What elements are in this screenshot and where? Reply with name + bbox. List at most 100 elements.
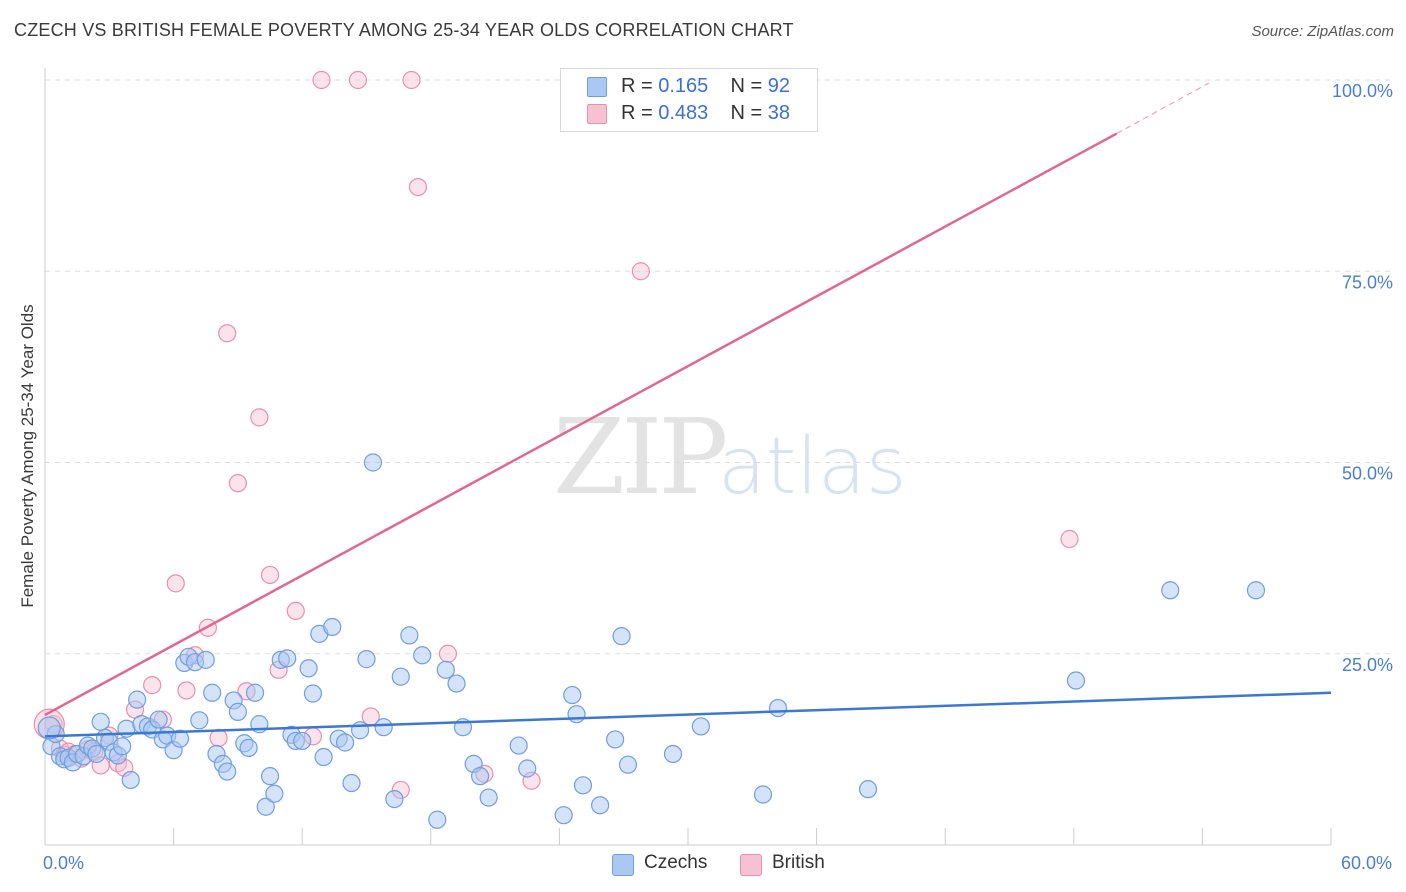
czech-point	[113, 737, 132, 756]
czech-point	[509, 736, 528, 755]
czech-point	[363, 453, 383, 472]
czech-point	[768, 698, 788, 718]
czech-point	[299, 659, 318, 678]
czech-point	[518, 759, 537, 778]
czech-point	[260, 767, 280, 786]
czech-point	[203, 683, 222, 702]
british-point	[209, 728, 228, 748]
legend-r-label: R =	[621, 75, 653, 97]
czech-point	[335, 733, 355, 752]
czech-point	[228, 702, 247, 721]
legend-czech-text: R = 0.165 N = 92	[621, 75, 790, 98]
czech-point	[413, 646, 432, 665]
czech-point	[218, 762, 237, 781]
czech-point	[245, 683, 265, 702]
czech-point	[170, 729, 190, 748]
source-label: Source: ZipAtlas.com	[1251, 23, 1394, 40]
czech-point	[323, 617, 342, 637]
czech-point	[190, 711, 209, 730]
british-point	[166, 574, 185, 593]
british-point	[143, 676, 162, 695]
legend-r-value-british: 0.483	[658, 102, 709, 124]
watermark-atlas: atlas	[718, 422, 907, 512]
czech-point	[256, 797, 275, 816]
british-legend-label: British	[772, 852, 825, 873]
czech-point	[391, 667, 410, 686]
czech-point	[567, 705, 586, 724]
czech-points	[37, 453, 1266, 829]
watermark-zip: ZIP	[553, 396, 728, 518]
y-tick-label: 25.0%	[1342, 655, 1393, 675]
czech-point	[342, 773, 361, 793]
british-point	[438, 644, 458, 663]
czech-point	[196, 650, 215, 669]
czech-point	[691, 717, 710, 736]
czech-point	[265, 784, 284, 803]
legend-r-value-czechs: 0.165	[658, 75, 709, 97]
y-tick-label: 100.0%	[1332, 81, 1393, 101]
czech-point	[239, 738, 258, 757]
correlation-legend: R = 0.165 N = 92 R = 0.483 N = 38	[560, 68, 818, 132]
czech-point	[618, 755, 638, 774]
trend-lines	[44, 82, 1332, 738]
czech-point	[858, 780, 878, 799]
czech-point	[278, 649, 297, 668]
czech-point	[606, 730, 625, 749]
czech-point	[612, 627, 631, 646]
czech-point	[87, 744, 106, 764]
legend-n-label: N =	[730, 102, 763, 124]
british-point	[228, 474, 247, 493]
czech-legend-label: Czechs	[644, 852, 708, 873]
czech-point	[573, 776, 593, 795]
british-point	[1060, 529, 1079, 549]
czech-point	[314, 747, 333, 767]
tick-labels: 25.0% 50.0% 75.0% 100.0% 0.0% 60.0%	[43, 81, 1393, 873]
british-point	[177, 681, 196, 700]
czech-point	[554, 806, 573, 825]
czech-point	[91, 712, 110, 731]
czech-point	[591, 796, 610, 815]
czech-point	[303, 684, 323, 703]
czech-point	[428, 810, 447, 829]
czech-point	[121, 770, 140, 790]
czech-point	[1161, 581, 1180, 600]
czech-point	[470, 767, 490, 786]
czech-point-large	[37, 716, 61, 740]
british-point	[402, 70, 421, 90]
grid-lines	[45, 79, 1392, 655]
czech-point	[374, 718, 393, 737]
x-tick-label-min: 0.0%	[43, 853, 84, 873]
legend-r-label: R =	[621, 102, 653, 124]
british-point	[312, 70, 331, 90]
legend-n-value-british: 38	[767, 102, 791, 124]
czech-swatch	[587, 77, 607, 97]
british-legend-swatch	[740, 854, 762, 876]
legend-n-value-czechs: 92	[767, 75, 791, 97]
british-point	[218, 324, 237, 343]
czech-point	[479, 788, 498, 807]
british-point	[348, 70, 368, 90]
british-point	[260, 565, 280, 585]
chart-title: CZECH VS BRITISH FEMALE POVERTY AMONG 25…	[14, 20, 794, 40]
british-point	[250, 408, 269, 427]
x-tick-label-max: 60.0%	[1341, 853, 1392, 873]
czech-point	[447, 674, 466, 693]
british-point	[631, 262, 650, 281]
czech-point	[436, 660, 455, 679]
axes	[44, 68, 1332, 846]
czech-point	[293, 731, 312, 751]
czech-legend-swatch	[612, 854, 634, 876]
czech-point	[149, 710, 168, 729]
czech-point	[753, 785, 773, 804]
british-swatch	[587, 104, 607, 124]
british-point	[408, 178, 428, 197]
y-tick-label: 75.0%	[1342, 272, 1393, 292]
british-points	[33, 70, 1079, 800]
legend-british-text: R = 0.483 N = 38	[621, 102, 790, 125]
british-trend-line	[44, 132, 1118, 717]
czech-point	[385, 789, 404, 809]
czech-point	[400, 626, 419, 645]
czech-point	[1246, 581, 1266, 600]
czech-trend-line	[44, 691, 1332, 738]
